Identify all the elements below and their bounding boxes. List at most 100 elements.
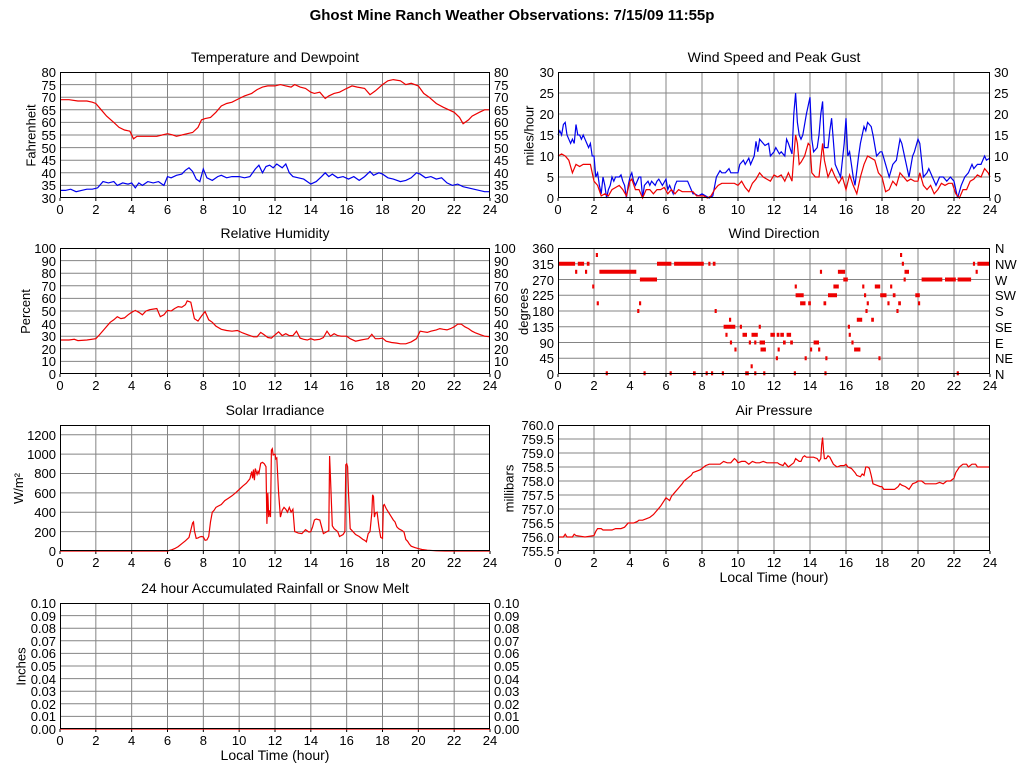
y2-tick-label: 0.08 xyxy=(494,621,520,637)
y2-tick-label: 10 xyxy=(994,149,1009,164)
x-tick-label: 10 xyxy=(231,555,247,570)
x-tick-label: 8 xyxy=(698,202,706,217)
y-tick-label: 45 xyxy=(539,351,554,367)
x-tick-label: 12 xyxy=(766,378,782,393)
y-tick-label: 0.02 xyxy=(30,696,56,712)
x-tick-label: 12 xyxy=(766,555,782,570)
y-tick-label: 10 xyxy=(41,354,56,370)
y-tick-label: 50 xyxy=(41,304,56,319)
x-tick-label: 10 xyxy=(231,378,247,393)
y-tick-label: 0.10 xyxy=(30,596,56,611)
plot-area xyxy=(557,425,991,554)
y-tick-label: 90 xyxy=(539,335,554,351)
y2-tick-label: 100 xyxy=(494,241,516,256)
y2-tick-label: 20 xyxy=(494,341,509,357)
x-tick-label: 2 xyxy=(92,733,100,748)
x-tick-label: 10 xyxy=(730,555,746,570)
y-axis-label: Percent xyxy=(17,288,33,334)
y2-tick-label: 0.04 xyxy=(494,671,520,687)
x-tick-label: 20 xyxy=(411,378,426,393)
plot-area xyxy=(557,72,991,201)
y-tick-label: 15 xyxy=(539,128,554,143)
x-tick-label: 16 xyxy=(339,555,354,570)
y2-tick-label: 0.05 xyxy=(494,659,520,674)
y2-tick-label: 5 xyxy=(994,170,1002,185)
x-tick-label: 24 xyxy=(482,378,498,393)
x-tick-label: 16 xyxy=(339,378,354,393)
y-tick-label: 100 xyxy=(34,241,56,256)
x-tick-label: 14 xyxy=(802,378,818,393)
y-tick-label: 800 xyxy=(34,466,56,482)
y-tick-label: 1000 xyxy=(27,447,56,463)
y2-tick-label: 35 xyxy=(494,178,509,194)
x-tick-label: 22 xyxy=(946,555,962,570)
x-tick-label: 12 xyxy=(267,733,283,748)
wind-direction-svg xyxy=(557,248,991,377)
x-tick-label: 2 xyxy=(92,555,100,570)
y2-tick-label: 80 xyxy=(494,266,509,282)
x-tick-label: 18 xyxy=(375,202,390,217)
x-tick-label: 8 xyxy=(698,555,706,570)
y-tick-label: 180 xyxy=(532,304,554,319)
x-tick-label: 10 xyxy=(231,733,247,748)
y-tick-label: 0 xyxy=(48,367,56,382)
x-tick-label: 14 xyxy=(303,378,319,393)
x-tick-label: 16 xyxy=(339,733,354,748)
y-tick-label: 50 xyxy=(41,140,56,156)
series-humidity xyxy=(60,300,491,345)
x-tick-label: 22 xyxy=(946,378,962,393)
y-tick-label: 0.08 xyxy=(30,621,56,637)
y-tick-label: 5 xyxy=(546,170,554,185)
x-tick-label: 20 xyxy=(411,202,426,217)
x-tick-label: 22 xyxy=(446,202,462,217)
y-tick-label: 90 xyxy=(41,253,56,269)
series-pressure xyxy=(558,437,990,538)
y-tick-label: 600 xyxy=(34,485,56,501)
series-peak-gust xyxy=(557,92,991,199)
x-tick-label: 6 xyxy=(662,555,670,570)
y-tick-label: 75 xyxy=(41,77,56,93)
x-tick-label: 6 xyxy=(662,202,670,217)
x-tick-label: 22 xyxy=(446,378,462,393)
x-tick-label: 10 xyxy=(231,202,247,217)
y2-tick-label: 0 xyxy=(994,191,1002,206)
y2-tick-label: 20 xyxy=(994,107,1009,122)
y2-tick-label: 40 xyxy=(494,316,509,332)
chart-wind-direction: Wind Direction degrees 0 N 45 NE 90 E 135 SE 180… xyxy=(516,225,1017,392)
x-tick-label: 4 xyxy=(128,555,136,570)
y-tick-label: 755.5 xyxy=(521,544,554,559)
y2-tick-label: 0.06 xyxy=(494,646,520,662)
y-tick-label: 0.06 xyxy=(30,646,56,662)
y-tick-label: 40 xyxy=(41,316,56,332)
y-tick-label: 0 xyxy=(546,367,554,382)
y-tick-label: 758.0 xyxy=(521,474,554,489)
chart-title: Solar Irradiance xyxy=(225,402,325,418)
y-tick-label: 0 xyxy=(546,191,554,206)
y-tick-label: 30 xyxy=(41,191,56,206)
x-tick-label: 12 xyxy=(267,202,283,217)
x-tick-label: 16 xyxy=(838,555,854,570)
y-tick-label: 0.09 xyxy=(30,608,56,624)
x-tick-label: 12 xyxy=(267,555,283,570)
y2-tick-label: E xyxy=(995,335,1004,351)
y2-tick-label: NW xyxy=(995,256,1017,272)
y2-tick-label: NE xyxy=(995,351,1014,367)
x-tick-label: 16 xyxy=(838,378,854,393)
x-tick-label: 20 xyxy=(411,733,426,748)
chart-title: 24 hour Accumulated Rainfall or Snow Mel… xyxy=(141,580,409,596)
y-tick-label: 60 xyxy=(41,115,56,131)
chart-solar-irradiance: Solar Irradiance W/m² 0 200 400 600 800 1000 1… xyxy=(12,402,498,569)
y-tick-label: 0.00 xyxy=(30,722,56,737)
y-tick-label: 55 xyxy=(41,128,56,143)
y-tick-label: 400 xyxy=(34,505,56,521)
y2-tick-label: 50 xyxy=(494,304,509,319)
x-tick-label: 6 xyxy=(163,555,172,570)
plot-area xyxy=(59,603,491,732)
y-tick-label: 70 xyxy=(41,90,56,106)
y2-tick-label: 80 xyxy=(494,65,509,80)
y2-tick-label: 0.09 xyxy=(494,608,520,624)
chart-title: Relative Humidity xyxy=(220,225,330,241)
y2-tick-label: 30 xyxy=(494,191,509,206)
